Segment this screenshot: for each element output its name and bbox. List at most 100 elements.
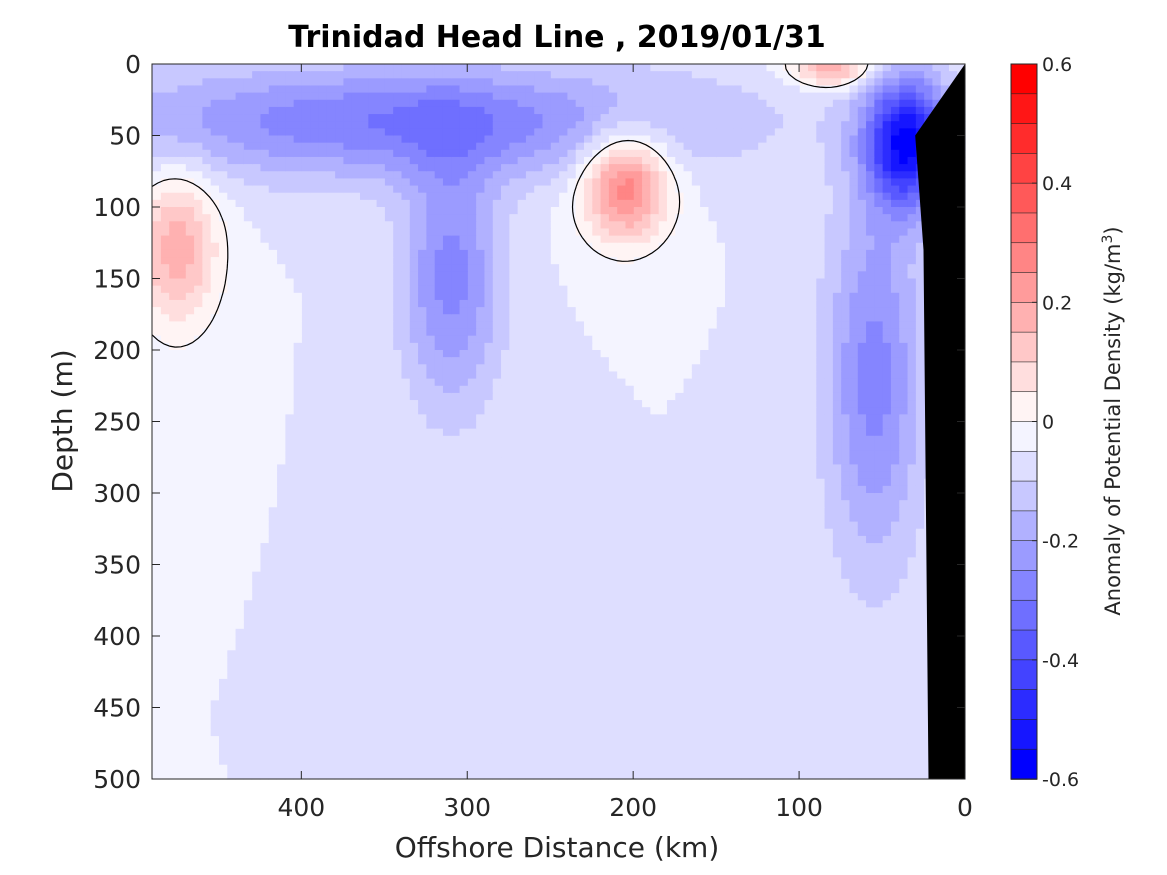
- field-cell: [691, 214, 701, 222]
- field-cell: [724, 378, 734, 387]
- field-cell: [906, 156, 916, 165]
- field-cell: [599, 328, 609, 337]
- field-cell: [799, 721, 808, 730]
- field-cell: [749, 528, 759, 537]
- field-cell: [699, 671, 709, 680]
- field-cell: [799, 221, 808, 230]
- field-cell: [890, 278, 900, 287]
- field-cell: [807, 392, 817, 401]
- field-cell: [599, 228, 609, 237]
- field-cell: [682, 428, 692, 437]
- field-cell: [898, 114, 908, 122]
- field-cell: [757, 585, 767, 594]
- field-cell: [857, 585, 867, 594]
- field-cell: [591, 342, 601, 351]
- field-cell: [807, 207, 817, 215]
- field-cell: [807, 335, 817, 344]
- field-cell: [616, 271, 626, 280]
- field-cell: [890, 464, 900, 473]
- field-cell: [898, 471, 908, 480]
- field-cell: [774, 464, 784, 473]
- field-cell: [716, 385, 726, 394]
- field-cell: [741, 392, 750, 401]
- field-cell: [583, 621, 593, 630]
- field-cell: [790, 78, 800, 87]
- field-cell: [749, 693, 759, 701]
- field-cell: [658, 457, 667, 465]
- field-cell: [757, 493, 767, 501]
- field-cell: [583, 78, 593, 87]
- field-cell: [633, 743, 643, 751]
- field-cell: [724, 228, 734, 237]
- field-cell: [799, 521, 808, 530]
- field-cell: [633, 271, 643, 280]
- field-cell: [649, 693, 659, 701]
- field-cell: [558, 743, 568, 751]
- field-cell: [749, 757, 759, 766]
- field-cell: [633, 285, 643, 294]
- field-cell: [649, 657, 659, 666]
- field-cell: [691, 78, 701, 87]
- field-cell: [898, 743, 908, 751]
- field-cell: [807, 271, 817, 280]
- field-cell: [749, 357, 759, 365]
- field-cell: [716, 207, 726, 215]
- field-cell: [641, 493, 651, 501]
- field-cell: [848, 535, 858, 544]
- field-cell: [873, 435, 883, 444]
- field-cell: [716, 128, 726, 137]
- field-cell: [865, 671, 875, 680]
- field-cell: [558, 650, 568, 659]
- field-cell: [682, 71, 692, 79]
- field-cell: [782, 321, 792, 330]
- field-cell: [749, 450, 759, 458]
- field-cell: [724, 671, 734, 680]
- field-cell: [823, 671, 833, 680]
- field-cell: [732, 342, 742, 351]
- field-cell: [608, 242, 618, 251]
- field-cell: [707, 428, 717, 437]
- field-cell: [857, 750, 867, 759]
- field-cell: [857, 728, 867, 737]
- field-cell: [599, 342, 609, 351]
- field-cell: [873, 578, 883, 587]
- field-cell: [749, 71, 759, 79]
- field-cell: [815, 357, 825, 365]
- field-cell: [724, 64, 734, 72]
- field-cell: [674, 757, 684, 766]
- field-cell: [840, 364, 850, 373]
- field-cell: [608, 350, 618, 358]
- field-cell: [724, 571, 734, 580]
- field-cell: [550, 285, 560, 294]
- field-cell: [857, 171, 867, 179]
- field-cell: [790, 264, 800, 272]
- field-cell: [848, 192, 858, 201]
- field-cell: [591, 371, 601, 380]
- field-cell: [807, 614, 817, 623]
- field-cell: [699, 299, 709, 308]
- field-cell: [923, 99, 933, 108]
- field-cell: [741, 757, 750, 766]
- field-cell: [699, 214, 709, 222]
- field-cell: [707, 235, 717, 244]
- field-cell: [682, 664, 692, 673]
- field-cell: [823, 385, 833, 394]
- field-cell: [575, 728, 584, 737]
- field-cell: [608, 457, 618, 465]
- field-cell: [658, 178, 667, 187]
- field-cell: [865, 435, 875, 444]
- field-cell: [865, 428, 875, 437]
- field-cell: [799, 628, 808, 637]
- field-cell: [865, 171, 875, 179]
- field-cell: [741, 164, 750, 172]
- field-cell: [699, 693, 709, 701]
- field-cell: [591, 578, 601, 587]
- field-cell: [915, 457, 925, 465]
- field-cell: [558, 364, 568, 373]
- field-cell: [906, 435, 916, 444]
- field-cell: [898, 71, 908, 79]
- field-cell: [575, 292, 584, 301]
- field-cell: [757, 521, 767, 530]
- field-cell: [566, 750, 576, 759]
- field-cell: [857, 78, 867, 87]
